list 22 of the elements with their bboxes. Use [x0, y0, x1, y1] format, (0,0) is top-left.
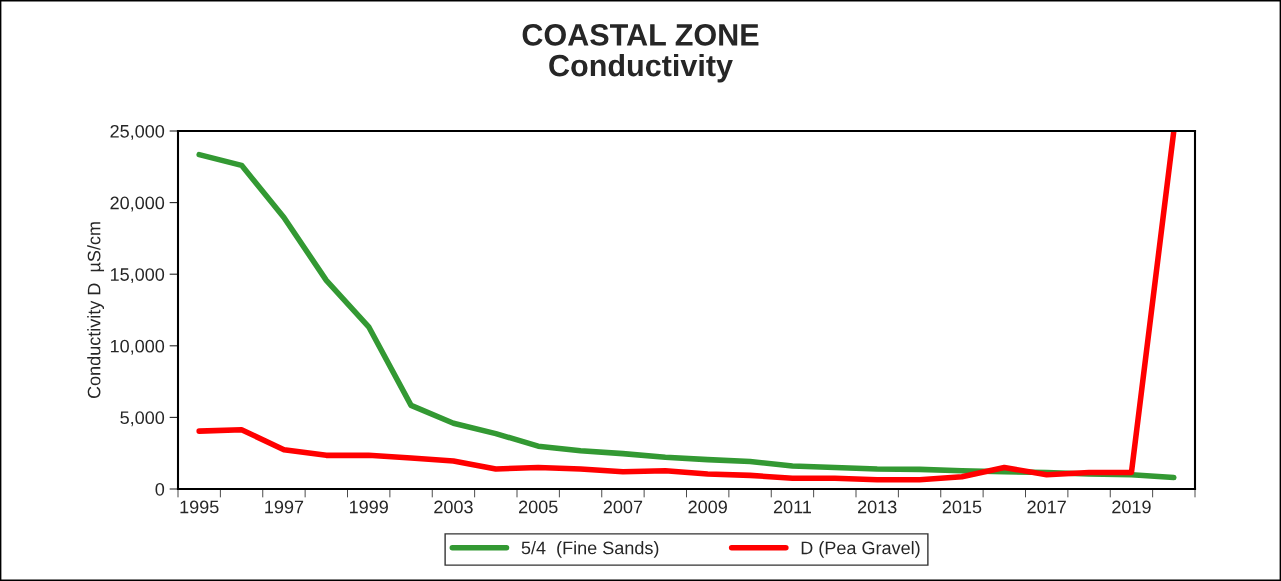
- y-tick-label: 5,000: [120, 411, 165, 427]
- y-tick-label: 0: [155, 482, 165, 496]
- x-tick-label: 1997: [265, 500, 304, 514]
- x-tick-label: 2003: [434, 500, 473, 514]
- y-tick-label: 10,000: [110, 339, 165, 355]
- y-tick-label: 25,000: [110, 124, 165, 140]
- x-tick-label: 1999: [349, 500, 388, 514]
- x-tick-label: 2013: [858, 500, 897, 514]
- x-tick-label: 1995: [180, 500, 219, 514]
- x-tick-label: 2007: [603, 500, 643, 514]
- legend-label: 5/4 (Fine Sands): [521, 541, 659, 558]
- x-tick-label: 2011: [773, 500, 811, 514]
- y-tick-label: 15,000: [110, 268, 165, 284]
- x-tick-label: 2009: [688, 500, 727, 514]
- x-tick-label: 2005: [519, 500, 558, 514]
- chart-title: COASTAL ZONE Conductivity: [522, 24, 759, 83]
- y-axis-title: Conductivity D µS/cm: [87, 222, 105, 399]
- x-tick-label: 2019: [1112, 500, 1151, 514]
- legend-label: D (Pea Gravel): [801, 541, 920, 558]
- x-tick-label: 2017: [1027, 500, 1066, 514]
- y-tick-label: 20,000: [110, 196, 165, 212]
- x-tick-label: 2015: [942, 500, 982, 514]
